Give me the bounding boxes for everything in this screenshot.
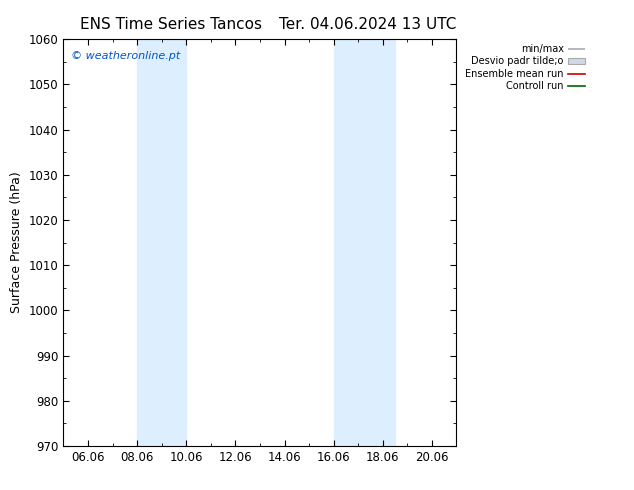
Y-axis label: Surface Pressure (hPa): Surface Pressure (hPa) [10, 172, 23, 314]
Bar [137, 39, 186, 446]
Legend: min/max, Desvio padr tilde;o, Ensemble mean run, Controll run: min/max, Desvio padr tilde;o, Ensemble m… [465, 44, 585, 91]
Bar [333, 39, 395, 446]
Text: © weatheronline.pt: © weatheronline.pt [71, 51, 181, 61]
Text: Ter. 04.06.2024 13 UTC: Ter. 04.06.2024 13 UTC [279, 17, 456, 32]
Text: ENS Time Series Tancos: ENS Time Series Tancos [80, 17, 262, 32]
